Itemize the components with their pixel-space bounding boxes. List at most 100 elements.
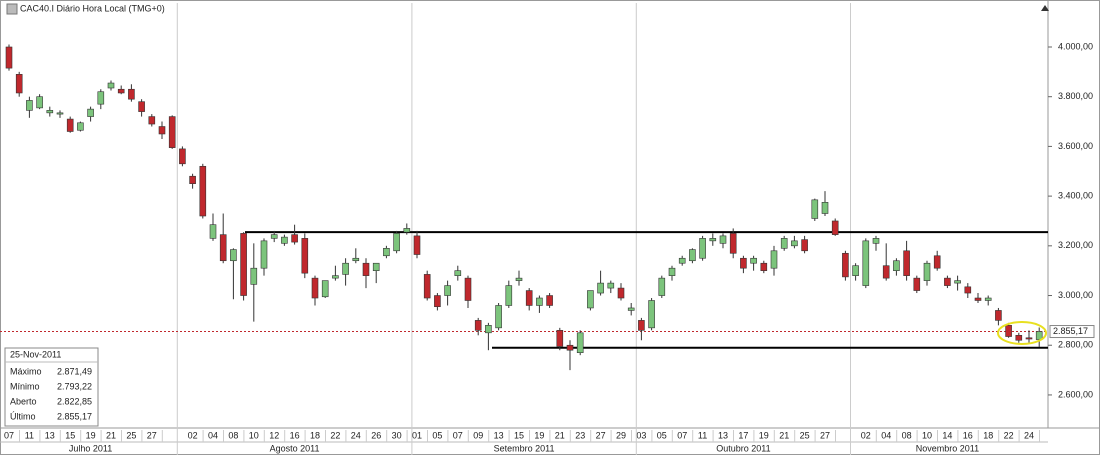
x-tick-label: 27 — [147, 430, 157, 440]
candle-body — [36, 96, 43, 109]
info-value: 2.871,49 — [57, 366, 92, 376]
x-tick-label: 24 — [351, 430, 361, 440]
info-box — [4, 347, 99, 427]
candle-body — [240, 233, 247, 296]
candle-body — [87, 108, 94, 117]
month-label: Setembro 2011 — [494, 443, 555, 453]
candle-body — [219, 234, 227, 262]
candle-body — [46, 110, 54, 114]
x-tick-label: 18 — [310, 430, 320, 440]
candle-body — [413, 235, 421, 255]
x-tick-label: 23 — [575, 430, 585, 440]
candle-body — [689, 249, 696, 262]
candle-body — [352, 257, 360, 262]
x-tick-label: 05 — [657, 430, 667, 440]
x-tick-label: 22 — [1004, 430, 1014, 440]
x-tick-label: 11 — [25, 430, 34, 440]
candle-body — [984, 297, 992, 301]
x-tick-label: 13 — [494, 430, 504, 440]
candle-body — [811, 199, 819, 219]
candle-body — [627, 307, 635, 311]
info-value: 2.855,17 — [57, 411, 92, 421]
candle-body — [668, 267, 676, 276]
x-tick-label: 15 — [514, 430, 524, 440]
info-name: Último — [10, 411, 36, 421]
candle-body — [199, 165, 207, 217]
x-tick-label: 16 — [963, 430, 973, 440]
x-tick-label: 17 — [738, 430, 748, 440]
candle-body — [699, 238, 706, 259]
candle-body — [780, 238, 788, 249]
candle-body — [260, 240, 268, 269]
candle-body — [454, 270, 462, 276]
month-label: Julho 2011 — [69, 443, 112, 453]
x-tick-label: 07 — [453, 430, 463, 440]
candle-body — [26, 100, 33, 111]
x-tick-label: 03 — [636, 430, 646, 440]
x-tick-label: 10 — [922, 430, 932, 440]
x-tick-label: 10 — [249, 430, 259, 440]
candle-body — [15, 74, 23, 94]
candle-body — [750, 257, 757, 264]
candle-body — [740, 257, 747, 269]
candle-body — [638, 320, 645, 331]
y-tick-label: 3.600,00 — [1058, 141, 1093, 151]
candle-body — [617, 287, 625, 299]
x-tick-label: 08 — [228, 430, 238, 440]
candle-body — [230, 249, 237, 262]
candle-body — [474, 320, 482, 331]
info-name: Aberto — [10, 396, 37, 406]
candle-body — [791, 240, 798, 247]
candle-body — [148, 116, 156, 125]
candle-body — [301, 238, 309, 274]
last-price-label: 2.855,17 — [1053, 326, 1088, 336]
x-tick-label: 24 — [1024, 430, 1034, 440]
candle-body — [974, 297, 982, 301]
x-tick-label: 26 — [371, 430, 381, 440]
candle-body — [362, 262, 370, 276]
candle-body — [505, 285, 513, 306]
candle-body — [964, 286, 972, 294]
candle-body — [138, 101, 145, 112]
candle-body — [770, 250, 778, 269]
highlight-ellipse — [997, 321, 1047, 345]
candle-body — [831, 220, 839, 235]
candle-body — [250, 267, 258, 285]
x-tick-label: 27 — [820, 430, 830, 440]
info-value: 2.793,22 — [57, 381, 92, 391]
candle-body — [372, 262, 380, 271]
x-tick-label: 07 — [4, 430, 14, 440]
y-tick-label: 2.800,00 — [1058, 340, 1093, 350]
candle-body — [1035, 331, 1043, 340]
candle-body — [566, 344, 574, 351]
candle-body — [1025, 337, 1033, 340]
x-tick-label: 16 — [290, 430, 300, 440]
info-value: 2.822,85 — [57, 396, 92, 406]
x-tick-label: 02 — [861, 430, 871, 440]
candle-body — [709, 238, 717, 242]
y-tick-label: 2.600,00 — [1058, 389, 1093, 399]
candle-body — [5, 46, 13, 69]
y-tick-label: 4.000,00 — [1058, 41, 1093, 51]
x-tick-label: 01 — [412, 430, 422, 440]
candle-body — [658, 277, 666, 296]
candle-body — [403, 228, 411, 233]
candle-body — [944, 277, 951, 286]
candle-body — [597, 282, 604, 294]
x-tick-label: 13 — [718, 430, 728, 440]
candle-body — [209, 224, 217, 239]
candle-body — [342, 262, 349, 275]
x-tick-label: 02 — [188, 430, 198, 440]
candle-body — [862, 240, 870, 286]
candle-body — [1005, 325, 1012, 337]
candle-body — [729, 233, 737, 254]
scroll-arrow — [1041, 5, 1049, 11]
info-name: Mínimo — [10, 381, 40, 391]
candle-body — [332, 275, 339, 279]
x-tick-label: 18 — [983, 430, 993, 440]
x-tick-label: 21 — [555, 430, 565, 440]
candle-body — [485, 325, 492, 334]
